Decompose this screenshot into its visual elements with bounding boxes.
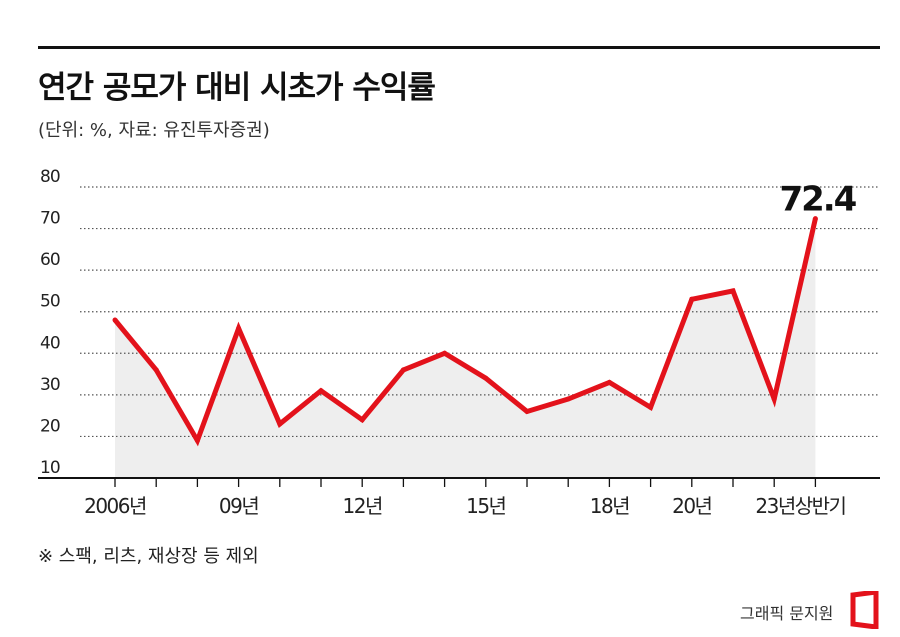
data-point	[483, 375, 489, 381]
x-tick-label: 2006년	[84, 494, 146, 518]
x-tick-label: 15년	[466, 494, 505, 518]
data-point	[236, 325, 242, 331]
data-point	[442, 350, 448, 356]
data-point	[565, 396, 571, 402]
data-point	[112, 317, 118, 323]
area-fill	[115, 218, 816, 478]
data-point	[689, 296, 695, 302]
y-tick-label: 50	[40, 292, 60, 312]
area-chart: 10 20 30 40 50 60 70 80 2006년 09년 12년 15년 18년 20년 23년상…	[38, 167, 880, 518]
y-tick-label: 10	[40, 458, 60, 478]
publisher-logo-icon	[850, 591, 879, 629]
data-point	[524, 408, 530, 414]
data-point	[812, 216, 818, 222]
series-line	[113, 218, 818, 447]
data-point	[771, 396, 777, 402]
data-point	[318, 388, 324, 394]
x-tick-label: 09년	[219, 494, 258, 518]
x-tick-label: 18년	[590, 494, 629, 518]
y-tick-label: 40	[40, 333, 60, 353]
data-point	[730, 288, 736, 294]
y-tick-label: 20	[40, 416, 60, 436]
footnote: ※ 스팩, 리츠, 재상장 등 제외	[38, 546, 259, 567]
y-tick-label: 80	[40, 167, 60, 187]
data-point	[648, 404, 654, 410]
y-tick-label: 30	[40, 375, 60, 395]
data-point	[194, 438, 200, 444]
peak-value-label: 72.4	[779, 180, 856, 220]
graphic-credit: 그래픽 문지원	[740, 604, 834, 623]
chart-subtitle: (단위: %, 자료: 유진투자증권)	[38, 120, 270, 141]
chart-title: 연간 공모가 대비 시초가 수익률	[38, 70, 436, 106]
x-tick-label: 20년	[672, 494, 711, 518]
top-rule	[38, 46, 880, 49]
y-tick-label: 60	[40, 250, 60, 270]
data-point	[153, 367, 159, 373]
data-point	[400, 367, 406, 373]
data-point	[359, 417, 365, 423]
x-tick-label: 23년상반기	[755, 494, 845, 518]
x-tick-label: 12년	[343, 494, 382, 518]
data-point	[606, 379, 612, 385]
data-point	[277, 421, 283, 427]
y-tick-label: 70	[40, 209, 60, 229]
